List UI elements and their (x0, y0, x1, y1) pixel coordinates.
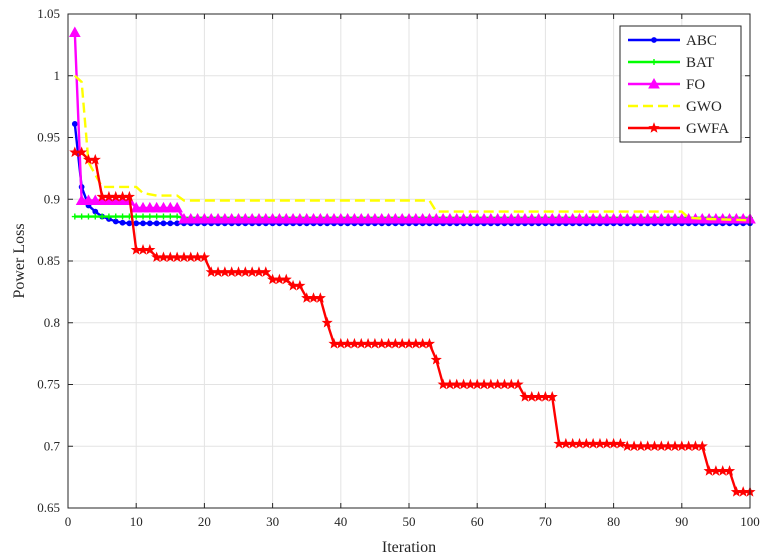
data-point-bat-3 (92, 213, 99, 220)
x-tick-label-6: 60 (471, 514, 484, 529)
data-point-abc-0 (71, 121, 78, 127)
data-point-bat-15 (174, 213, 181, 220)
data-point-abc-11 (146, 220, 153, 227)
legend-marker-abc (651, 37, 657, 43)
x-tick-label-1: 10 (130, 514, 143, 529)
series-line-gwo (74, 74, 751, 222)
data-point-gwfa-28 (260, 266, 272, 277)
x-tick-label-0: 0 (65, 514, 72, 529)
legend-item-bat: BAT (628, 55, 714, 71)
data-point-abc-6 (112, 218, 119, 225)
data-point-bat-4 (99, 213, 106, 220)
y-tick-label-7: 1 (54, 68, 61, 83)
data-point-gwfa-92 (696, 440, 708, 451)
data-point-abc-10 (140, 220, 146, 227)
data-point-gwfa-33 (294, 279, 306, 291)
legend-marker-fo (648, 77, 660, 89)
data-point-gwfa-31 (280, 273, 292, 285)
data-point-gwfa-80 (614, 437, 626, 449)
data-point-bat-14 (167, 213, 174, 220)
x-axis-label: Iteration (382, 539, 436, 556)
legend-label-abc: ABC (686, 33, 717, 49)
data-point-gwfa-36 (314, 292, 326, 303)
y-tick-label-6: 0.95 (37, 130, 60, 145)
y-axis-label: Power Loss (11, 223, 28, 298)
data-point-gwfa-19 (198, 251, 210, 263)
data-point-bat-12 (153, 213, 160, 220)
x-tick-label-7: 70 (539, 514, 552, 529)
data-point-gwfa-1 (76, 146, 88, 158)
data-point-abc-8 (126, 220, 133, 227)
data-point-gwfa-53 (430, 353, 442, 365)
data-point-fo-15 (171, 201, 183, 213)
data-point-abc-14 (167, 220, 174, 227)
data-point-gwfa-8 (123, 190, 135, 202)
y-tick-label-8: 1.05 (37, 6, 60, 21)
data-point-bat-2 (85, 213, 92, 220)
data-point-bat-5 (105, 213, 112, 220)
series-line-fo (73, 32, 750, 221)
legend-item-gwfa: GWFA (628, 121, 729, 137)
series-line-gwfa (74, 151, 750, 494)
data-point-abc-3 (92, 208, 99, 215)
legend-label-bat: BAT (686, 55, 714, 71)
series-line-bat (74, 215, 750, 219)
series-layer (68, 26, 756, 497)
y-tick-label-5: 0.9 (44, 191, 60, 206)
y-tick-label-2: 0.75 (37, 377, 60, 392)
y-tick-label-1: 0.7 (44, 438, 61, 453)
x-tick-label-5: 50 (403, 514, 416, 529)
legend-label-fo: FO (686, 77, 705, 93)
data-point-abc-7 (119, 219, 126, 226)
legend: ABC BAT FO GWO GWFA (619, 25, 742, 143)
data-point-abc-13 (160, 220, 167, 227)
y-tick-label-3: 0.8 (44, 315, 60, 330)
x-axis-ticks: 0 10 20 30 40 50 60 70 80 90 100 (65, 14, 760, 529)
data-point-gwfa-37 (321, 316, 333, 328)
legend-label-gwo: GWO (686, 99, 722, 115)
data-point-bat-10 (140, 213, 147, 220)
legend-marker-gwfa (648, 122, 660, 133)
data-point-fo-0 (68, 26, 81, 38)
data-point-gwfa-11 (144, 244, 156, 255)
data-point-gwfa-65 (512, 378, 524, 390)
data-point-gwfa-52 (423, 337, 436, 349)
data-point-bat-11 (146, 213, 153, 220)
data-point-gwfa-70 (546, 390, 558, 402)
y-tick-label-4: 0.85 (37, 253, 60, 268)
data-point-bat-0 (71, 213, 78, 220)
data-point-bat-9 (133, 213, 140, 220)
data-point-gwfa-96 (723, 465, 736, 476)
data-point-bat-7 (119, 213, 126, 220)
series-gwo (74, 74, 751, 222)
x-tick-label-9: 90 (675, 514, 688, 529)
data-point-gwfa-3 (89, 153, 101, 165)
legend-item-fo: FO (628, 77, 705, 93)
legend-label-gwfa: GWFA (686, 121, 729, 137)
data-point-bat-1 (78, 213, 85, 220)
x-tick-label-10: 100 (740, 514, 760, 529)
legend-item-abc: ABC (628, 33, 717, 49)
data-point-abc-9 (133, 220, 140, 227)
x-tick-label-8: 80 (607, 514, 620, 529)
y-axis-ticks: 0.65 0.7 0.75 0.8 0.85 0.9 0.95 1 1.05 (37, 6, 750, 515)
y-tick-label-0: 0.65 (37, 500, 60, 515)
x-tick-label-3: 30 (266, 514, 279, 529)
x-tick-label-4: 40 (334, 514, 347, 529)
legend-item-gwo: GWO (628, 99, 722, 115)
x-tick-label-2: 20 (198, 514, 211, 529)
data-point-bat-13 (160, 213, 167, 220)
data-point-bat-6 (112, 213, 119, 220)
legend-marker-bat (651, 59, 657, 65)
data-point-abc-12 (153, 220, 160, 227)
